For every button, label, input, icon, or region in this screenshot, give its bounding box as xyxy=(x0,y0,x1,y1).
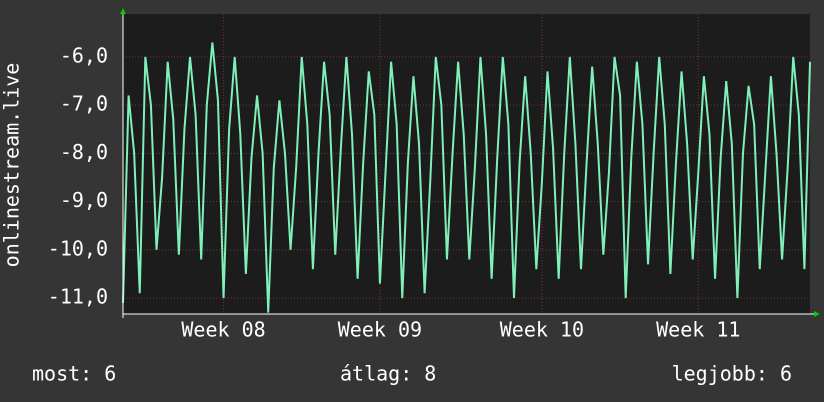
y-tick-label: -8,0 xyxy=(60,140,108,164)
footer-max: legjobb: 6 xyxy=(672,362,792,386)
x-tick-label: Week 08 xyxy=(181,318,265,342)
footer-avg: átlag: 8 xyxy=(340,362,436,386)
y-tick-label: -7,0 xyxy=(60,92,108,116)
y-tick-label: -11,0 xyxy=(48,285,108,309)
x-arrow xyxy=(814,311,820,317)
y-tick-label: -10,0 xyxy=(48,236,108,260)
marks xyxy=(122,42,811,313)
y-axis-label: onlinestream.live xyxy=(0,63,24,268)
y-tick-label: -9,0 xyxy=(60,188,108,212)
x-tick-label: Week 09 xyxy=(338,318,422,342)
y-arrow xyxy=(120,8,126,14)
y-tick-label: -6,0 xyxy=(60,43,108,67)
footer-now: most: 6 xyxy=(32,362,116,386)
data-line xyxy=(122,42,811,313)
x-tick-label: Week 10 xyxy=(500,318,584,342)
x-tick-label: Week 11 xyxy=(656,318,740,342)
plot-area xyxy=(123,14,810,314)
